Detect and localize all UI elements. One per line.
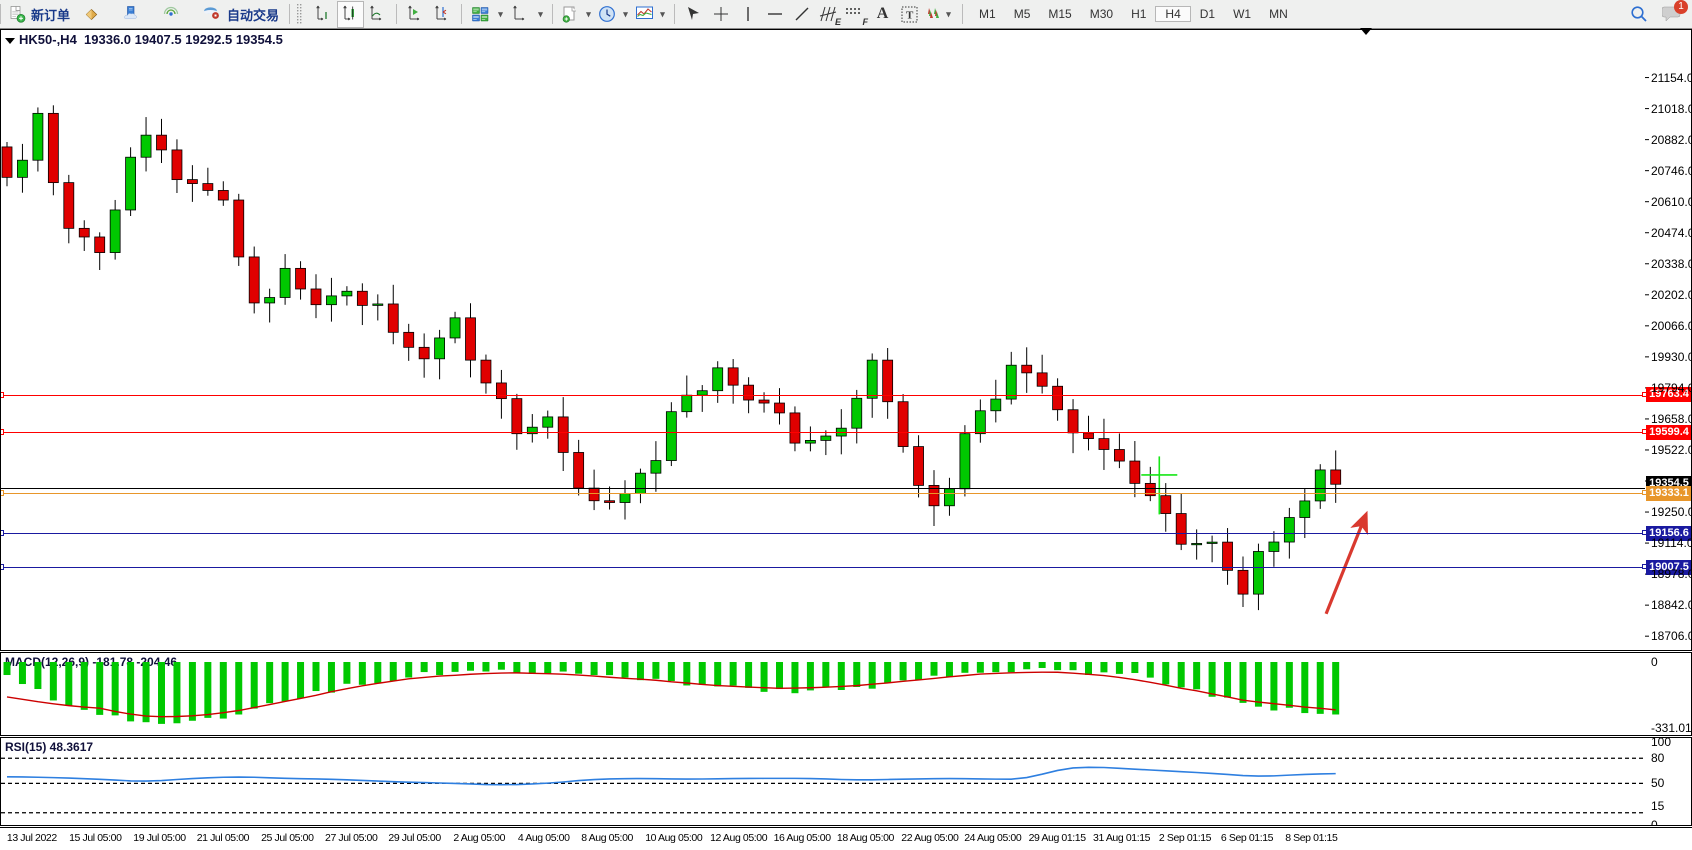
svg-text:T: T — [906, 9, 914, 21]
